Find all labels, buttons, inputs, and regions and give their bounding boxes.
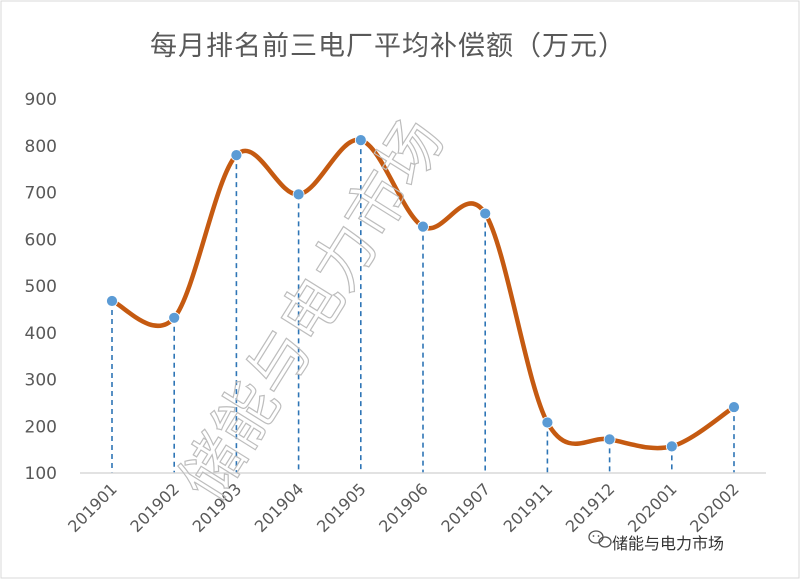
y-tick-label: 700 [25, 184, 57, 204]
y-tick-label: 200 [25, 417, 57, 437]
data-point [292, 188, 305, 201]
drop-lines [111, 140, 735, 473]
y-tick-label: 900 [25, 90, 57, 110]
data-point [479, 207, 492, 220]
y-tick-label: 400 [25, 324, 57, 344]
data-point [354, 134, 367, 147]
data-point [603, 433, 616, 446]
y-tick-label: 800 [25, 137, 57, 157]
y-tick-label: 600 [25, 230, 57, 250]
y-tick-label: 100 [25, 464, 57, 484]
y-tick-label: 500 [25, 277, 57, 297]
chart-title: 每月排名前三电厂平均补偿额（万元） [150, 31, 626, 62]
data-point [106, 295, 118, 307]
data-point [728, 401, 740, 413]
data-point [168, 311, 181, 324]
data-point [230, 149, 243, 162]
data-point [541, 416, 554, 429]
y-tick-label: 300 [25, 371, 57, 391]
data-point [665, 440, 678, 453]
data-points [106, 134, 740, 453]
source-label: 储能与电力市场 [612, 534, 724, 553]
y-axis-ticks: 100 200 300 400 500 600 700 800 900 [25, 90, 57, 484]
data-point [417, 220, 429, 233]
wechat-icon [588, 530, 612, 548]
source-badge: 储能与电力市场 [588, 530, 724, 553]
